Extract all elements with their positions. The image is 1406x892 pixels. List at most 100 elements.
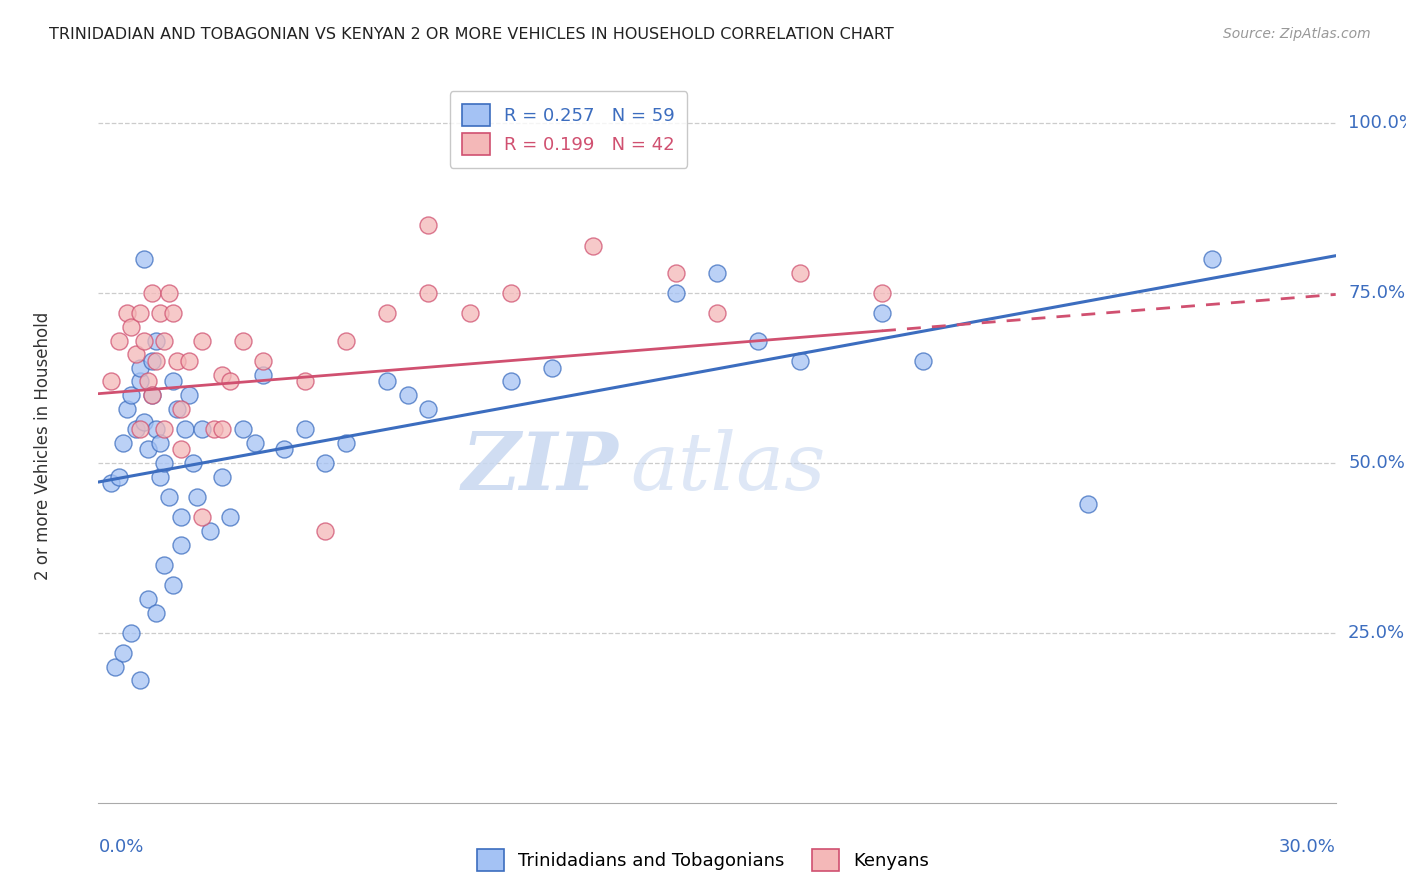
Point	[252, 354, 274, 368]
Point	[706, 266, 728, 280]
Point	[141, 354, 163, 368]
Text: 100.0%: 100.0%	[1348, 114, 1406, 132]
Point	[145, 422, 167, 436]
Point	[665, 286, 688, 301]
Point	[232, 334, 254, 348]
Point	[141, 388, 163, 402]
Point	[170, 401, 193, 416]
Point	[145, 354, 167, 368]
Point	[153, 558, 176, 572]
Point	[170, 537, 193, 551]
Text: TRINIDADIAN AND TOBAGONIAN VS KENYAN 2 OR MORE VEHICLES IN HOUSEHOLD CORRELATION: TRINIDADIAN AND TOBAGONIAN VS KENYAN 2 O…	[49, 27, 894, 42]
Point	[418, 218, 440, 232]
Point	[162, 578, 184, 592]
Text: 75.0%: 75.0%	[1348, 284, 1405, 302]
Point	[162, 375, 184, 389]
Text: Source: ZipAtlas.com: Source: ZipAtlas.com	[1223, 27, 1371, 41]
Point	[747, 334, 769, 348]
Point	[149, 435, 172, 450]
Point	[219, 375, 242, 389]
Point	[117, 306, 139, 320]
Point	[1077, 497, 1099, 511]
Point	[314, 456, 336, 470]
Point	[314, 524, 336, 538]
Point	[418, 401, 440, 416]
Point	[153, 456, 176, 470]
Point	[294, 422, 316, 436]
Point	[458, 306, 481, 320]
Point	[100, 476, 122, 491]
Point	[108, 334, 131, 348]
Text: atlas: atlas	[630, 429, 825, 506]
Point	[232, 422, 254, 436]
Point	[145, 334, 167, 348]
Point	[132, 334, 155, 348]
Point	[335, 435, 357, 450]
Point	[141, 286, 163, 301]
Point	[128, 422, 150, 436]
Point	[149, 469, 172, 483]
Point	[153, 422, 176, 436]
Point	[112, 435, 135, 450]
Point	[499, 286, 522, 301]
Point	[243, 435, 266, 450]
Point	[162, 306, 184, 320]
Point	[396, 388, 419, 402]
Legend: R = 0.257   N = 59, R = 0.199   N = 42: R = 0.257 N = 59, R = 0.199 N = 42	[450, 91, 688, 168]
Point	[190, 422, 212, 436]
Point	[136, 591, 159, 606]
Point	[128, 673, 150, 688]
Point	[912, 354, 935, 368]
Point	[190, 510, 212, 524]
Point	[100, 375, 122, 389]
Point	[166, 354, 188, 368]
Point	[418, 286, 440, 301]
Point	[157, 286, 180, 301]
Point	[273, 442, 295, 457]
Point	[120, 320, 142, 334]
Point	[179, 354, 201, 368]
Point	[153, 334, 176, 348]
Text: 0.0%: 0.0%	[98, 838, 143, 856]
Point	[211, 469, 233, 483]
Point	[157, 490, 180, 504]
Point	[375, 306, 398, 320]
Point	[211, 368, 233, 382]
Point	[219, 510, 242, 524]
Point	[375, 375, 398, 389]
Point	[132, 415, 155, 429]
Point	[706, 306, 728, 320]
Point	[181, 456, 204, 470]
Point	[186, 490, 208, 504]
Point	[202, 422, 225, 436]
Text: 2 or more Vehicles in Household: 2 or more Vehicles in Household	[34, 312, 52, 580]
Point	[128, 375, 150, 389]
Point	[789, 266, 811, 280]
Point	[145, 606, 167, 620]
Point	[166, 401, 188, 416]
Point	[132, 252, 155, 266]
Point	[499, 375, 522, 389]
Point	[112, 646, 135, 660]
Point	[179, 388, 201, 402]
Text: ZIP: ZIP	[461, 429, 619, 506]
Point	[335, 334, 357, 348]
Point	[128, 360, 150, 375]
Point	[170, 510, 193, 524]
Point	[870, 306, 893, 320]
Point	[120, 626, 142, 640]
Point	[149, 306, 172, 320]
Point	[541, 360, 564, 375]
Point	[141, 388, 163, 402]
Point	[870, 286, 893, 301]
Point	[582, 238, 605, 252]
Text: 50.0%: 50.0%	[1348, 454, 1405, 472]
Point	[789, 354, 811, 368]
Point	[124, 347, 146, 361]
Text: 30.0%: 30.0%	[1279, 838, 1336, 856]
Point	[211, 422, 233, 436]
Point	[665, 266, 688, 280]
Point	[170, 442, 193, 457]
Point	[128, 306, 150, 320]
Point	[104, 660, 127, 674]
